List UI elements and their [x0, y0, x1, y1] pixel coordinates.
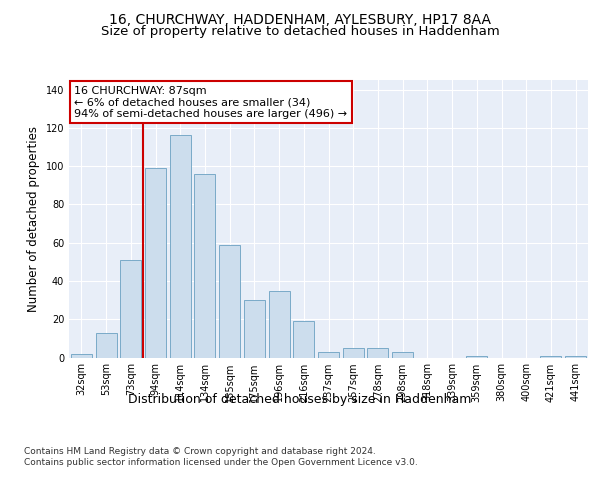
Text: Size of property relative to detached houses in Haddenham: Size of property relative to detached ho… [101, 25, 499, 38]
Text: Contains HM Land Registry data © Crown copyright and database right 2024.
Contai: Contains HM Land Registry data © Crown c… [24, 448, 418, 467]
Bar [565, 356, 586, 358]
Bar [541, 356, 562, 358]
Y-axis label: Number of detached properties: Number of detached properties [27, 126, 40, 312]
Bar [343, 348, 364, 358]
Bar [269, 290, 290, 358]
Bar [95, 332, 116, 357]
Bar [466, 356, 487, 358]
Bar [145, 168, 166, 358]
Bar [318, 352, 339, 358]
Bar [293, 321, 314, 358]
Bar [392, 352, 413, 358]
Bar [219, 244, 240, 358]
Bar [194, 174, 215, 358]
Text: 16, CHURCHWAY, HADDENHAM, AYLESBURY, HP17 8AA: 16, CHURCHWAY, HADDENHAM, AYLESBURY, HP1… [109, 12, 491, 26]
Text: 16 CHURCHWAY: 87sqm
← 6% of detached houses are smaller (34)
94% of semi-detache: 16 CHURCHWAY: 87sqm ← 6% of detached hou… [74, 86, 347, 118]
Bar [71, 354, 92, 358]
Bar [367, 348, 388, 358]
Text: Distribution of detached houses by size in Haddenham: Distribution of detached houses by size … [128, 392, 472, 406]
Bar [170, 136, 191, 358]
Bar [244, 300, 265, 358]
Bar [120, 260, 141, 358]
